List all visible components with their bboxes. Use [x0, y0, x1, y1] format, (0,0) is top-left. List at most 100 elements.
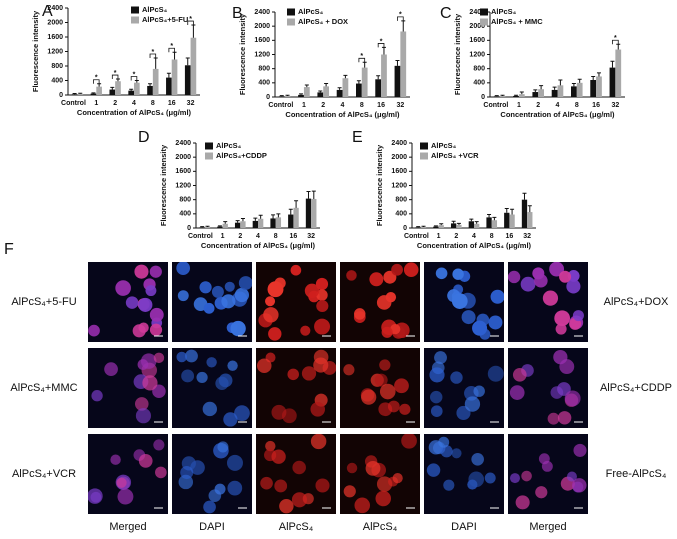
bar — [258, 218, 264, 228]
cell — [206, 357, 217, 368]
cell — [542, 290, 559, 306]
bar — [532, 92, 539, 97]
cell — [403, 262, 419, 278]
bar — [234, 222, 241, 228]
cell — [116, 477, 127, 488]
cell — [134, 264, 149, 279]
x-tick-label: Control — [268, 102, 293, 109]
error-bar — [311, 190, 316, 199]
error-bar — [416, 226, 421, 228]
cell — [271, 449, 286, 464]
error-bar — [401, 20, 406, 32]
error-bar — [271, 214, 276, 219]
significance-star: * — [95, 75, 98, 82]
bar — [527, 212, 533, 228]
error-bar — [616, 43, 621, 50]
cell — [142, 375, 158, 391]
error-bar — [235, 220, 240, 223]
bar — [288, 214, 294, 228]
bar — [303, 87, 310, 97]
x-tick-label: 4 — [256, 233, 260, 240]
micrograph — [424, 348, 504, 428]
cell — [379, 359, 391, 371]
y-tick-label: 1600 — [391, 168, 407, 175]
cell — [572, 310, 584, 322]
error-bar — [240, 217, 245, 222]
cell — [550, 386, 564, 399]
error-bar — [381, 46, 386, 55]
bar — [323, 86, 329, 97]
cell — [238, 276, 252, 290]
bar — [576, 82, 583, 97]
significance-bracket — [149, 53, 157, 59]
significance-star: * — [170, 43, 173, 50]
y-tick-label: 2000 — [254, 23, 270, 30]
bar — [278, 96, 285, 97]
cell — [217, 441, 229, 453]
error-bar — [185, 57, 190, 66]
error-bar — [474, 221, 479, 224]
cell — [369, 272, 384, 287]
micrograph — [256, 434, 336, 514]
cell — [515, 495, 530, 510]
error-bar — [294, 200, 299, 208]
cell — [260, 476, 273, 490]
cell — [203, 500, 216, 514]
cell — [292, 460, 306, 475]
cell — [265, 440, 276, 452]
error-bar — [519, 91, 524, 95]
bar — [499, 95, 506, 97]
bar — [134, 82, 140, 95]
x-tick-label: 16 — [168, 100, 176, 107]
x-tick-label: 1 — [517, 102, 521, 109]
cell — [287, 368, 299, 381]
cell — [401, 434, 417, 449]
significance-star: * — [151, 49, 154, 56]
x-tick-label: 1 — [94, 100, 98, 107]
bar — [590, 80, 597, 97]
x-tick-label: 2 — [321, 102, 325, 109]
error-bar — [153, 57, 158, 69]
cell — [387, 400, 400, 413]
micrograph — [340, 434, 420, 514]
cell — [314, 318, 331, 335]
cell — [509, 473, 520, 484]
error-bar — [421, 225, 426, 227]
cell — [555, 323, 567, 335]
x-tick-label: 8 — [575, 102, 579, 109]
micrograph — [256, 262, 336, 342]
y-axis-label: Fluorescence intensity — [375, 144, 384, 226]
cell — [301, 366, 317, 381]
micrograph — [340, 262, 420, 342]
cell — [199, 281, 212, 294]
cell — [354, 308, 366, 320]
error-bar — [451, 220, 456, 224]
column-label: AlPcS₄ — [279, 521, 314, 533]
cell — [279, 498, 294, 514]
cell — [138, 454, 153, 468]
cell — [226, 454, 243, 471]
cell — [230, 320, 246, 337]
legend-label: AlPcS₄+CDDP — [216, 151, 267, 160]
cell — [566, 471, 577, 482]
row-label: Free-AlPcS₄ — [606, 468, 667, 480]
cell — [381, 326, 393, 338]
row-label: AlPcS₄+5-FU — [11, 296, 76, 308]
bar — [557, 85, 564, 97]
cell — [534, 273, 548, 288]
cell — [374, 373, 388, 387]
cell — [573, 443, 587, 457]
cell — [176, 351, 188, 363]
column-label: Merged — [109, 521, 146, 533]
cell — [443, 479, 455, 491]
x-axis-label: Concentration of AlPcS₄ (μg/ml) — [201, 241, 316, 250]
bar — [615, 49, 622, 97]
cell — [461, 310, 476, 325]
y-tick-label: 0 — [481, 94, 485, 101]
error-bar — [191, 24, 196, 38]
cell — [315, 277, 329, 291]
x-axis-label: Concentration of AlPcS₄ (μg/ml) — [417, 241, 532, 250]
x-tick-label: 4 — [556, 102, 560, 109]
micrograph — [508, 434, 588, 514]
cell — [566, 279, 581, 294]
